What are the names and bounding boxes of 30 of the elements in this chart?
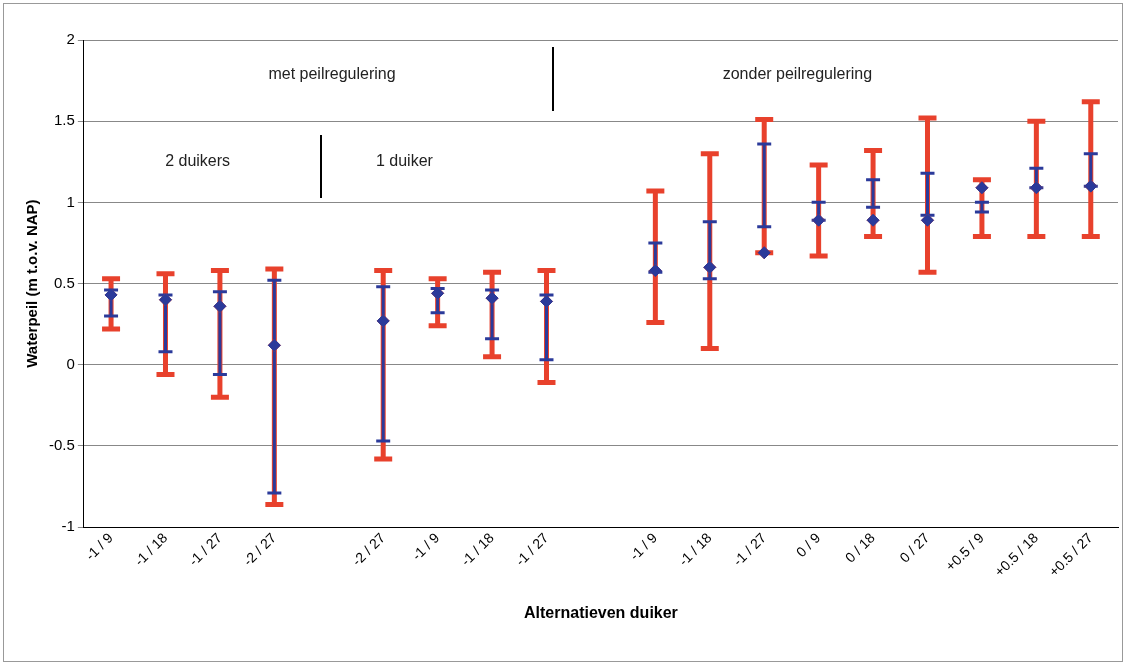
y-tick-label: 0.5 bbox=[53, 273, 75, 291]
y-tick-label: 0 bbox=[66, 354, 75, 372]
annotation: 1 duiker bbox=[375, 152, 434, 170]
y-tick-label: 1.5 bbox=[53, 111, 75, 129]
x-tick-label: -1 / 9 bbox=[626, 529, 661, 564]
x-axis-title: Alternatieven duiker bbox=[524, 603, 678, 621]
x-tick-label: 0 / 18 bbox=[841, 529, 879, 566]
x-tick-label: -2 / 27 bbox=[239, 529, 280, 569]
x-tick-label: -1 / 18 bbox=[130, 529, 171, 569]
annotation: met peilregulering bbox=[268, 64, 396, 82]
x-tick-label: -1 / 9 bbox=[408, 529, 443, 564]
x-tick-label: -1 / 27 bbox=[511, 529, 552, 569]
x-tick-label: 0 / 27 bbox=[896, 529, 933, 566]
x-tick-label: -1 / 9 bbox=[82, 529, 117, 564]
y-axis-title: Waterpeil (m t.o.v. NAP) bbox=[23, 199, 41, 368]
y-tick-label: -1 bbox=[61, 517, 75, 535]
x-tick-label: -1 / 18 bbox=[675, 529, 715, 569]
x-tick-label: 0 / 9 bbox=[792, 529, 824, 561]
x-tick-label: -1 / 27 bbox=[185, 529, 225, 569]
x-tick-label: -1 / 27 bbox=[729, 529, 770, 569]
x-tick-label: -1 / 18 bbox=[457, 529, 498, 569]
y-tick-label: 1 bbox=[66, 192, 75, 210]
y-tick-label: -0.5 bbox=[48, 436, 75, 454]
x-tick-label: +0.5 / 9 bbox=[942, 529, 987, 575]
annotation: 2 duikers bbox=[165, 152, 231, 170]
x-tick-label: +0.5 / 18 bbox=[991, 529, 1042, 580]
x-tick-label: -2 / 27 bbox=[348, 529, 389, 569]
annotation: zonder peilregulering bbox=[722, 64, 873, 82]
y-tick-label: 2 bbox=[66, 30, 75, 48]
x-tick-label: +0.5 / 27 bbox=[1045, 529, 1096, 580]
